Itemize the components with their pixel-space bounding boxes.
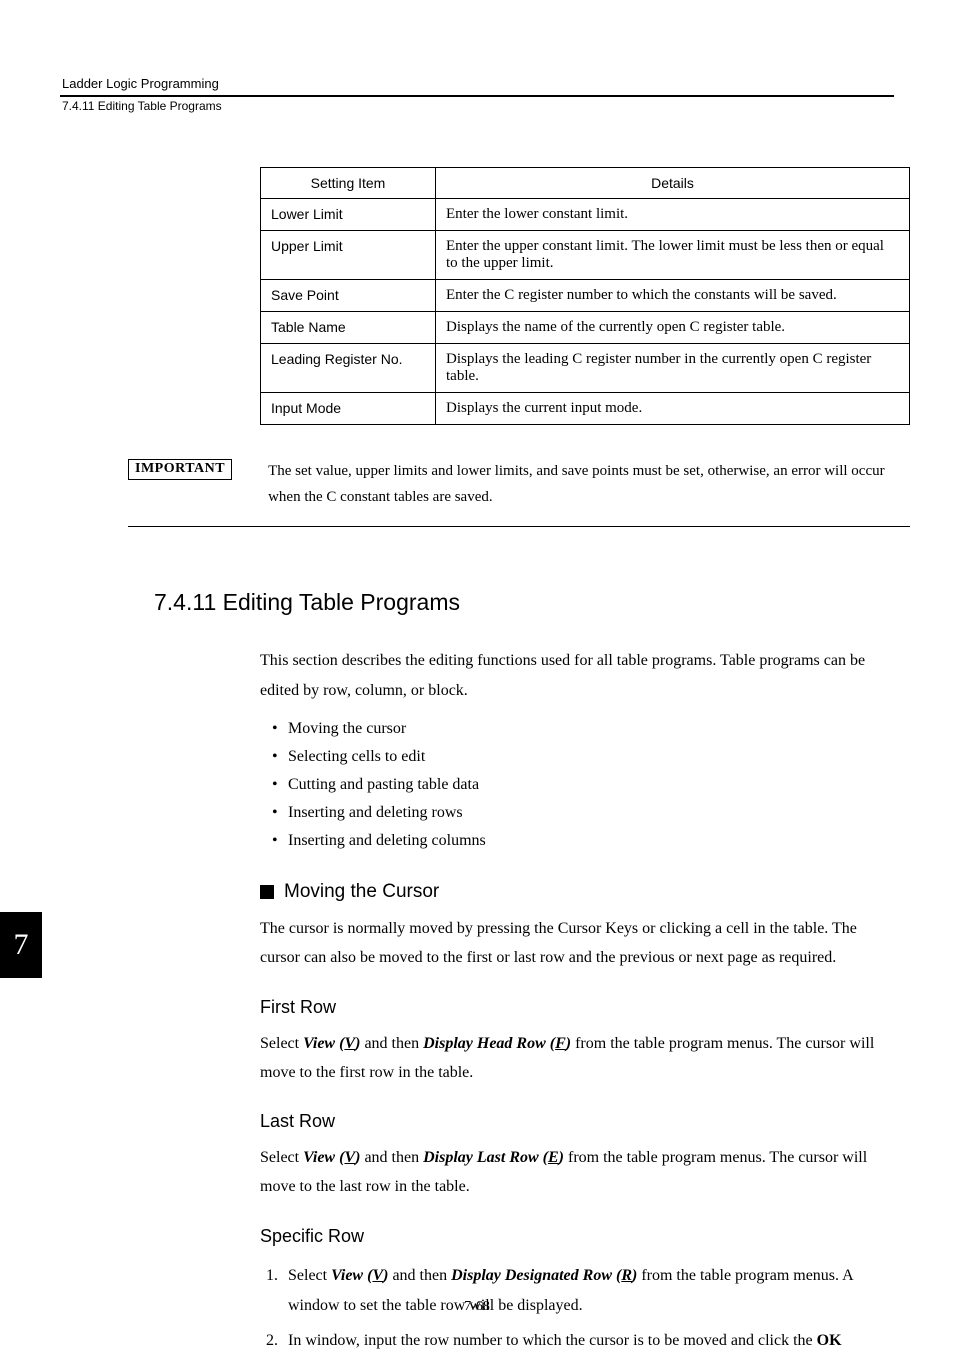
text: Display Designated Row ( bbox=[451, 1267, 621, 1284]
text: Select bbox=[260, 1149, 303, 1166]
minihead-last-row: Last Row bbox=[260, 1111, 894, 1132]
text: View ( bbox=[331, 1267, 372, 1284]
text: and then bbox=[360, 1149, 423, 1166]
cell-item: Leading Register No. bbox=[261, 344, 436, 393]
table-header-details: Details bbox=[436, 168, 910, 199]
text: F bbox=[555, 1035, 566, 1052]
text: tables are saved. bbox=[390, 489, 492, 505]
table-header-item: Setting Item bbox=[261, 168, 436, 199]
settings-table: Setting Item Details Lower Limit Enter t… bbox=[260, 167, 910, 425]
list-item: Selecting cells to edit bbox=[260, 743, 894, 771]
step-2: In window, input the row number to which… bbox=[282, 1326, 894, 1356]
bullet-list: Moving the cursor Selecting cells to edi… bbox=[260, 715, 894, 855]
text: R bbox=[621, 1267, 632, 1284]
list-item: Inserting and deleting columns bbox=[260, 827, 894, 855]
list-item: Cutting and pasting table data bbox=[260, 771, 894, 799]
first-row-paragraph: Select View (V) and then Display Head Ro… bbox=[260, 1030, 894, 1088]
text: and then bbox=[360, 1035, 423, 1052]
running-header-chapter: Ladder Logic Programming bbox=[62, 76, 894, 91]
minihead-first-row: First Row bbox=[260, 997, 894, 1018]
cell-item: Table Name bbox=[261, 312, 436, 344]
important-badge: IMPORTANT bbox=[128, 459, 232, 480]
text: View ( bbox=[303, 1035, 344, 1052]
list-item: Moving the cursor bbox=[260, 715, 894, 743]
cell-item: Upper Limit bbox=[261, 231, 436, 280]
table-row: Save Point Enter the C register number t… bbox=[261, 280, 910, 312]
text: View ( bbox=[303, 1149, 344, 1166]
table-row: Table Name Displays the name of the curr… bbox=[261, 312, 910, 344]
last-row-paragraph: Select View (V) and then Display Last Ro… bbox=[260, 1144, 894, 1202]
table-row: Leading Register No. Displays the leadin… bbox=[261, 344, 910, 393]
moving-cursor-paragraph: The cursor is normally moved by pressing… bbox=[260, 915, 894, 973]
running-header-section: 7.4.11 Editing Table Programs bbox=[62, 99, 894, 113]
chapter-tab: 7 bbox=[0, 912, 42, 978]
text: Display Head Row ( bbox=[423, 1035, 555, 1052]
text: V bbox=[344, 1035, 355, 1052]
important-text: The set value, upper limits and lower li… bbox=[268, 459, 894, 510]
text: constant bbox=[340, 489, 390, 505]
text: Select bbox=[288, 1267, 331, 1284]
cell-detail: Enter the lower constant limit. bbox=[436, 199, 910, 231]
minihead-specific-row: Specific Row bbox=[260, 1226, 894, 1247]
cell-detail: Displays the name of the currently open … bbox=[436, 312, 910, 344]
cell-detail: Displays the current input mode. bbox=[436, 393, 910, 425]
text: Select bbox=[260, 1035, 303, 1052]
subheading-moving-cursor: Moving the Cursor bbox=[260, 881, 894, 903]
list-item: Inserting and deleting rows bbox=[260, 799, 894, 827]
table-row: Upper Limit Enter the upper constant lim… bbox=[261, 231, 910, 280]
page-number: 7-68 bbox=[0, 1299, 954, 1315]
cell-item: Lower Limit bbox=[261, 199, 436, 231]
square-bullet-icon bbox=[260, 885, 274, 899]
table-row: Lower Limit Enter the lower constant lim… bbox=[261, 199, 910, 231]
header-rule bbox=[60, 95, 894, 97]
cell-detail: Enter the upper constant limit. The lowe… bbox=[436, 231, 910, 280]
intro-paragraph: This section describes the editing funct… bbox=[260, 646, 894, 705]
section-title: 7.4.11 Editing Table Programs bbox=[154, 589, 894, 616]
table-row: Input Mode Displays the current input mo… bbox=[261, 393, 910, 425]
text: and then bbox=[388, 1267, 451, 1284]
important-rule bbox=[128, 526, 910, 527]
text: V bbox=[372, 1267, 383, 1284]
text: E bbox=[548, 1149, 559, 1166]
subheading-text: Moving the Cursor bbox=[284, 881, 439, 903]
text: Display Last Row ( bbox=[423, 1149, 548, 1166]
text: V bbox=[344, 1149, 355, 1166]
cell-detail: Displays the leading C register number i… bbox=[436, 344, 910, 393]
cell-detail: Enter the C register number to which the… bbox=[436, 280, 910, 312]
cell-item: Save Point bbox=[261, 280, 436, 312]
cell-item: Input Mode bbox=[261, 393, 436, 425]
text: OK bbox=[817, 1332, 842, 1349]
text: In window, input the row number to which… bbox=[288, 1332, 817, 1349]
